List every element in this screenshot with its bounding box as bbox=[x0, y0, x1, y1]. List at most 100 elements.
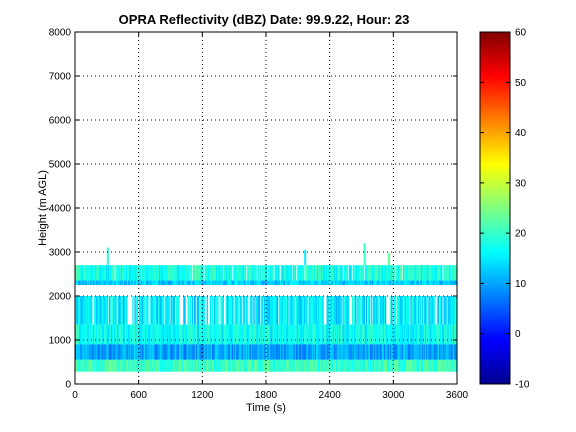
data-cell bbox=[448, 280, 450, 285]
data-cell bbox=[167, 344, 169, 360]
data-cell bbox=[160, 324, 163, 345]
data-cell bbox=[368, 359, 371, 372]
data-cell bbox=[411, 359, 413, 372]
colorbar-tick-label: -10 bbox=[515, 380, 530, 391]
data-cell bbox=[324, 359, 326, 372]
data-cell bbox=[89, 280, 92, 285]
data-cell bbox=[287, 296, 289, 325]
data-cell bbox=[229, 359, 232, 372]
data-cell bbox=[218, 344, 220, 360]
data-cell bbox=[256, 359, 258, 372]
data-cell bbox=[342, 324, 344, 345]
data-cell bbox=[250, 344, 252, 360]
data-cell bbox=[99, 280, 101, 285]
data-cell bbox=[419, 280, 422, 285]
data-cell bbox=[278, 359, 281, 372]
data-cell bbox=[277, 359, 280, 372]
data-cell bbox=[220, 359, 222, 372]
data-cell bbox=[302, 265, 304, 283]
data-cell bbox=[180, 344, 182, 360]
data-cell bbox=[348, 359, 351, 372]
data-cell bbox=[442, 280, 444, 285]
data-cell bbox=[219, 324, 221, 345]
data-cell bbox=[327, 359, 329, 372]
data-cell bbox=[276, 280, 279, 285]
data-cell bbox=[428, 344, 430, 360]
data-cell bbox=[136, 280, 138, 285]
data-cell bbox=[112, 359, 114, 372]
data-cell bbox=[150, 324, 152, 345]
data-cell bbox=[284, 296, 286, 325]
data-cell bbox=[420, 280, 423, 285]
data-cell bbox=[296, 324, 299, 345]
data-cell bbox=[277, 344, 280, 360]
data-cell bbox=[292, 265, 294, 283]
data-cell bbox=[297, 324, 300, 345]
data-cell bbox=[217, 344, 219, 360]
data-cell bbox=[351, 359, 354, 372]
data-cell bbox=[117, 324, 119, 345]
data-cell bbox=[276, 344, 279, 360]
data-cell bbox=[340, 344, 342, 360]
data-cell bbox=[76, 296, 78, 325]
data-cell bbox=[411, 296, 413, 325]
data-cell bbox=[454, 280, 457, 285]
data-cell bbox=[438, 324, 441, 345]
data-cell bbox=[91, 280, 94, 285]
data-cell bbox=[306, 324, 308, 345]
data-cell bbox=[153, 280, 155, 285]
data-cell bbox=[88, 280, 91, 285]
data-cell bbox=[113, 296, 115, 325]
data-cell bbox=[261, 344, 264, 360]
data-cell bbox=[141, 324, 144, 345]
data-cell bbox=[372, 344, 374, 360]
data-cell bbox=[210, 344, 213, 360]
data-cell bbox=[418, 296, 421, 325]
data-cell bbox=[132, 324, 134, 345]
data-cell bbox=[266, 359, 268, 372]
data-cell bbox=[441, 265, 443, 283]
plot-area: 0 600 1200 1800 2400 3000 3600 010002000300040… bbox=[49, 28, 469, 402]
data-cell bbox=[237, 296, 239, 325]
data-cell bbox=[330, 324, 333, 345]
data-cell bbox=[193, 359, 196, 372]
data-cell bbox=[246, 265, 249, 283]
data-cell bbox=[268, 359, 270, 372]
data-cell bbox=[244, 265, 247, 283]
data-cell bbox=[118, 324, 120, 345]
data-cell bbox=[305, 280, 307, 285]
data-cell bbox=[381, 265, 384, 283]
data-cell bbox=[244, 324, 247, 345]
data-cell bbox=[273, 324, 275, 345]
data-cell bbox=[268, 265, 270, 283]
data-cell bbox=[138, 280, 141, 285]
data-cell bbox=[453, 359, 456, 372]
data-cell bbox=[383, 265, 386, 283]
data-cell bbox=[388, 344, 390, 360]
data-cell bbox=[394, 359, 396, 372]
data-cell bbox=[263, 324, 266, 345]
data-cell bbox=[137, 324, 140, 345]
data-cell bbox=[206, 265, 209, 283]
data-cell bbox=[360, 265, 362, 283]
data-cell bbox=[398, 324, 401, 345]
data-cell bbox=[269, 296, 271, 325]
data-cell bbox=[286, 296, 288, 325]
chart-title: OPRA Reflectivity (dBZ) Date: 99.9.22, H… bbox=[119, 12, 410, 27]
data-cell bbox=[271, 265, 273, 283]
data-cell bbox=[410, 296, 412, 325]
data-cell bbox=[119, 265, 122, 283]
data-cell bbox=[280, 324, 283, 345]
data-cell bbox=[228, 265, 231, 283]
data-cell bbox=[350, 265, 353, 283]
data-cell bbox=[126, 265, 129, 283]
data-cell bbox=[104, 280, 107, 285]
data-cell bbox=[260, 324, 263, 345]
data-cell bbox=[168, 296, 170, 325]
data-cell bbox=[160, 359, 163, 372]
data-cell bbox=[232, 324, 234, 345]
data-cell bbox=[210, 265, 213, 283]
data-cell bbox=[294, 265, 297, 283]
data-cell bbox=[238, 324, 240, 345]
data-cell bbox=[285, 324, 287, 345]
